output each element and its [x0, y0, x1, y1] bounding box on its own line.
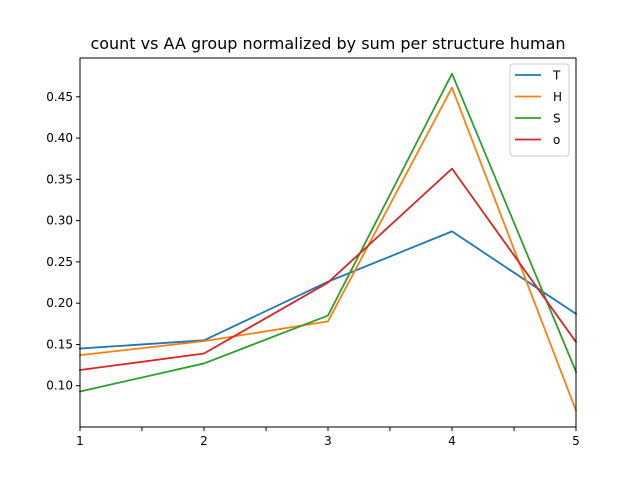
legend-box	[509, 63, 570, 157]
legend-label-S: S	[553, 112, 561, 126]
y-tick-label: 0.35	[46, 172, 73, 186]
x-tick-label: 3	[324, 434, 332, 448]
y-tick-label: 0.15	[46, 337, 73, 351]
x-tick-label: 5	[572, 434, 580, 448]
y-tick-label: 0.10	[46, 379, 73, 393]
y-tick-label: 0.25	[46, 255, 73, 269]
legend-label-o: o	[553, 133, 560, 147]
x-axis: 1 2 3 4 5	[76, 427, 580, 448]
series-layer	[78, 72, 578, 412]
x-tick-label: 2	[200, 434, 208, 448]
legend-label-T: T	[552, 69, 561, 83]
plot-frame	[79, 57, 577, 428]
series-line-H	[79, 86, 578, 412]
y-tick-label: 0.45	[46, 90, 73, 104]
y-axis: 0.10 0.15 0.20 0.25 0.30 0.35 0.40 0.45	[46, 90, 80, 393]
series-line-S	[78, 72, 578, 393]
series-line-o	[78, 167, 578, 372]
legend-label-H: H	[553, 90, 562, 104]
x-tick-label: 4	[448, 434, 456, 448]
y-tick-label: 0.40	[46, 131, 73, 145]
y-tick-label: 0.30	[46, 214, 73, 228]
y-tick-label: 0.20	[46, 296, 73, 310]
chart-title: count vs AA group normalized by sum per …	[90, 34, 565, 53]
x-tick-label: 1	[76, 434, 84, 448]
